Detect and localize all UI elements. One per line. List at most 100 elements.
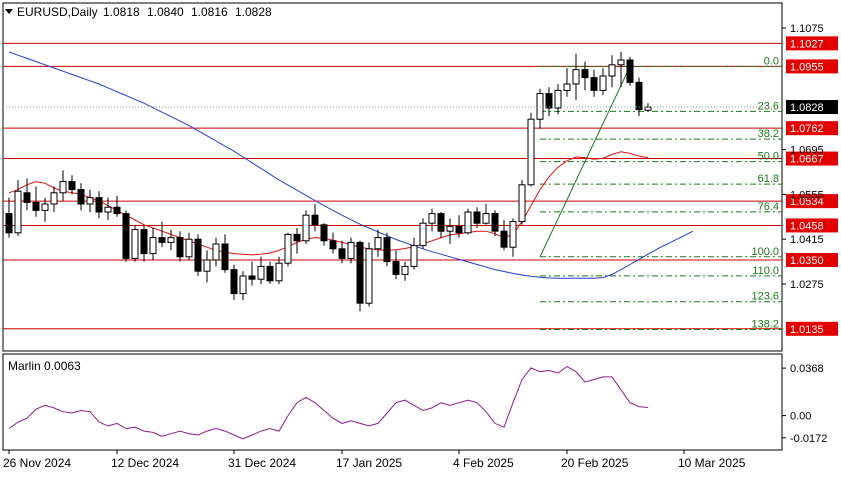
fib-trend-line	[539, 66, 631, 258]
candle-body	[194, 238, 202, 272]
candle-body	[383, 237, 391, 263]
candle-body	[167, 237, 175, 243]
candle-body	[239, 275, 247, 295]
candle-body	[311, 214, 319, 226]
candle-body	[23, 192, 31, 203]
time-axis-label: 17 Jan 2025	[336, 456, 402, 470]
price-level-label: 1.1027	[790, 38, 824, 50]
candle-body	[446, 225, 454, 232]
candle-body	[365, 248, 373, 304]
marlin-oscillator-line	[8, 366, 649, 440]
price-panel-frame	[2, 2, 783, 352]
price-level-label: 1.0135	[790, 324, 824, 336]
candle-body	[320, 224, 328, 242]
candle-body	[491, 213, 499, 232]
candle-body	[266, 265, 274, 282]
fib-level-label: 110.0	[752, 265, 779, 277]
fib-level-label: 0.0	[764, 55, 779, 67]
fib-level-label: 76.4	[758, 201, 779, 213]
candle-body	[590, 77, 598, 91]
time-axis-label: 12 Dec 2024	[111, 456, 179, 470]
candle-body	[284, 233, 292, 264]
candle-body	[122, 213, 130, 259]
price-level-label-bg	[786, 321, 838, 336]
candle-body	[275, 262, 283, 282]
ohlc-close: 1.0828	[235, 5, 272, 19]
candle-body	[437, 213, 445, 232]
candle-body	[527, 118, 535, 186]
time-axis: 26 Nov 2024 12 Dec 2024 31 Dec 2024 17 Jan …	[3, 450, 746, 470]
fib-level-label: 38.2	[758, 128, 779, 140]
dropdown-triangle-icon[interactable]	[5, 9, 13, 14]
price-level-label: 1.0534	[790, 196, 824, 208]
time-axis-label: 10 Mar 2025	[678, 456, 746, 470]
candle-body	[608, 64, 616, 77]
candle-body	[338, 248, 346, 259]
candle-body	[428, 213, 436, 224]
fibonacci-retracement: 0.0 23.6 38.2 50.0 61.8 76.4 100.0 110.0 123.6 13…	[539, 55, 782, 331]
price-axis: 1.1075 1.0695 1.0555 1.0415 1.0275 1.0828	[3, 23, 838, 291]
candle-body	[257, 265, 265, 280]
candle-body	[68, 181, 76, 191]
candle-body	[410, 245, 418, 267]
slow-moving-average-line	[8, 51, 694, 279]
oscillator-title: Marlin 0.0063	[8, 359, 81, 373]
candle-body	[14, 190, 22, 234]
candle-body	[212, 243, 220, 261]
oscillator-axis-label: 0.00	[790, 411, 811, 423]
candle-body	[131, 229, 139, 259]
candle-body	[455, 225, 463, 234]
price-level-label-bg	[786, 151, 838, 166]
candle-body	[293, 233, 301, 242]
candle-body	[176, 237, 184, 258]
candle-body	[149, 237, 157, 255]
price-axis-label: 1.0695	[790, 145, 824, 157]
time-axis-label: 31 Dec 2024	[228, 456, 296, 470]
candle-body	[572, 69, 580, 85]
candle-body	[635, 81, 643, 111]
candle-body	[185, 238, 193, 258]
time-axis-label: 4 Feb 2025	[453, 456, 514, 470]
price-level-label: 1.0350	[790, 255, 824, 267]
candle-body	[230, 269, 238, 295]
candle-body	[545, 93, 553, 109]
fib-level-label: 100.0	[751, 246, 779, 258]
candle-body	[59, 181, 67, 194]
candle-body	[356, 241, 364, 304]
price-axis-label: 1.0555	[790, 189, 824, 201]
price-level-label-bg	[786, 253, 838, 267]
ohlc-high: 1.0840	[147, 5, 184, 19]
price-level-label: 1.0458	[790, 220, 824, 232]
candle-body	[500, 230, 508, 248]
candle-body	[563, 83, 571, 91]
candle-body	[203, 259, 211, 272]
fib-level-label: 123.6	[751, 291, 779, 303]
candle-body	[626, 59, 634, 83]
candle-body	[41, 203, 49, 211]
candle-body	[302, 214, 310, 242]
oscillator-axis-label: -0.0172	[790, 433, 827, 445]
candle-body	[536, 93, 544, 120]
price-level-label: 1.0667	[790, 154, 824, 166]
price-level-label-bg	[786, 218, 838, 233]
candle-body	[617, 59, 625, 66]
candle-body	[113, 206, 121, 215]
candle-body	[86, 197, 94, 205]
candle-body	[77, 189, 85, 205]
fib-level-label: 61.8	[758, 173, 779, 185]
price-level-label-bg	[786, 59, 838, 74]
candle-body	[599, 75, 607, 91]
candle-body	[509, 221, 517, 248]
oscillator-axis-label: 0.0368	[790, 363, 824, 375]
candle-body	[518, 184, 526, 223]
ohlc-open: 1.0818	[103, 5, 140, 19]
price-axis-label: 1.1075	[790, 23, 824, 35]
candle-body	[473, 211, 481, 224]
candle-body	[140, 229, 148, 255]
candle-body	[482, 213, 490, 224]
candle-body	[95, 197, 103, 213]
candle-body	[158, 237, 166, 243]
candle-body	[50, 192, 58, 205]
